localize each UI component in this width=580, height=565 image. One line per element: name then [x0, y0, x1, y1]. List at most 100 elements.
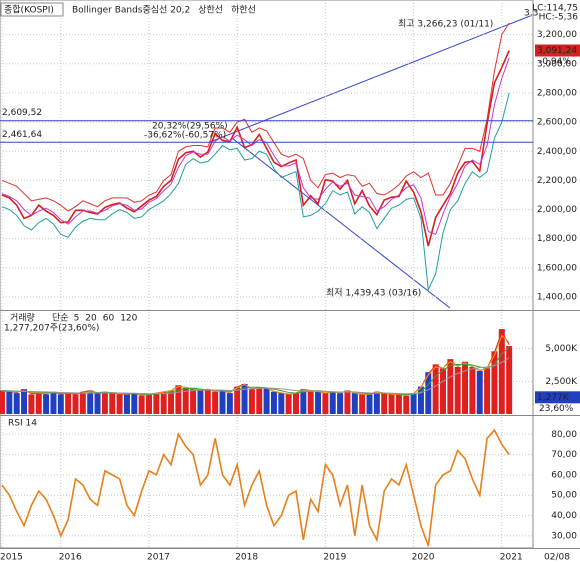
last-value-box: [535, 391, 580, 404]
volume-bar: [94, 393, 101, 414]
volume-bar: [65, 393, 72, 414]
volume-bar: [278, 393, 285, 414]
volume-bar: [57, 394, 64, 414]
band-line: [1, 22, 510, 212]
y-tick-label: 2,200,00: [537, 176, 577, 186]
annotation: 3,3: [524, 9, 538, 19]
volume-bar: [219, 390, 226, 414]
volume-bar: [175, 385, 182, 414]
volume-bar: [476, 370, 483, 414]
x-tick-label: 2020: [412, 553, 435, 563]
y-tick-label: 1,400,00: [537, 293, 577, 303]
annotation: LC:114,75: [532, 4, 578, 14]
volume-bar: [359, 394, 366, 414]
volume-bar: [79, 391, 86, 414]
x-tick-label: 2017: [147, 553, 170, 563]
annotation: 최고 3,266,23 (01/11): [398, 19, 493, 30]
y-tick-label: 1,800,00: [537, 234, 577, 244]
panel-title: RSI 14: [8, 419, 37, 429]
annotation: HC:-5,36: [539, 13, 579, 23]
panel-title: 거래량: [10, 312, 35, 324]
volume-bar: [212, 391, 219, 414]
legend-entry: 120: [120, 314, 137, 324]
y-tick-label: 60,00: [551, 470, 577, 480]
volume-bar: [440, 368, 446, 414]
x-tick-label: 2018: [235, 553, 258, 563]
level-label: 2,461,64: [2, 130, 42, 140]
volume-bar: [28, 394, 35, 414]
y-tick-label: 50,00: [551, 491, 577, 501]
volume-bar: [300, 389, 307, 414]
volume-bar: [454, 366, 461, 414]
volume-bar: [506, 346, 513, 414]
x-tick-label: 2016: [59, 553, 82, 563]
volume-bar: [484, 368, 491, 414]
y-tick-label: 2,500K: [545, 377, 578, 387]
volume-bar: [462, 361, 469, 414]
volume-bar: [498, 329, 505, 414]
volume-bar: [241, 383, 248, 414]
volume-bar: [168, 390, 175, 414]
last-value-label: 3,091,24: [537, 46, 577, 56]
price-line: [1, 428, 510, 547]
volume-bar: [248, 389, 255, 414]
volume-bar: [0, 390, 5, 414]
volume-bar: [204, 389, 211, 414]
last-value-label: 1,277K: [537, 393, 570, 403]
y-tick-label: 3,200,00: [537, 30, 577, 40]
volume-bar: [263, 387, 270, 414]
legend-entry: 상한선: [198, 5, 223, 16]
volume-bar: [395, 394, 402, 414]
volume-bar: [13, 393, 20, 414]
volume-bar: [344, 390, 351, 414]
title-box: [0, 2, 64, 17]
volume-bar: [226, 393, 233, 414]
annotation: -36,62%(-60,57%): [144, 131, 226, 141]
x-tick-label: 2019: [323, 553, 346, 563]
volume-bar: [469, 366, 476, 414]
ma-line: [2, 357, 510, 395]
volume-bar: [403, 395, 410, 414]
legend-label: 단순: [52, 313, 69, 324]
volume-bar: [256, 387, 263, 414]
legend-entry: 하한선: [231, 5, 256, 16]
x-tick-label: 02/08: [544, 553, 570, 563]
volume-bar: [72, 394, 79, 414]
last-value-box: [535, 44, 580, 57]
volume-bar: [6, 391, 13, 414]
volume-info: 1,277,207주(23,60%): [4, 323, 99, 334]
y-tick-label: 30,00: [551, 531, 577, 541]
volume-bar: [447, 359, 454, 414]
legend-entry: 60: [103, 314, 115, 324]
chart-title: 종합(KOSPI): [4, 5, 54, 16]
last-value-change: -0,94%: [539, 57, 571, 67]
volume-bar: [329, 391, 336, 414]
y-tick-label: 2,400,00: [537, 147, 577, 157]
last-value-change: 23,60%: [539, 404, 574, 414]
y-tick-label: 3,000,00: [537, 59, 577, 69]
volume-bar: [123, 394, 130, 414]
volume-bar: [190, 389, 197, 414]
y-tick-label: 2,000,00: [537, 205, 577, 215]
volume-bar: [43, 394, 50, 414]
volume-bar: [417, 386, 424, 414]
x-tick-label: 2015: [0, 553, 23, 563]
y-tick-label: 70,00: [551, 450, 577, 460]
volume-bar: [410, 393, 417, 414]
volume-bar: [293, 393, 299, 414]
volume-bar: [337, 393, 344, 414]
volume-bar: [366, 394, 373, 414]
volume-bar: [381, 393, 388, 414]
x-tick-label: 2021: [500, 553, 523, 563]
volume-bar: [234, 386, 241, 414]
volume-bar: [87, 390, 94, 414]
volume-bar: [315, 391, 322, 414]
volume-bar: [116, 394, 123, 414]
volume-bar: [50, 391, 57, 414]
volume-bar: [285, 394, 292, 414]
volume-bar: [197, 390, 204, 414]
volume-bar: [491, 351, 498, 414]
legend-entry: Bollinger Bands중심선 20,2: [72, 5, 190, 16]
volume-bar: [21, 389, 28, 414]
